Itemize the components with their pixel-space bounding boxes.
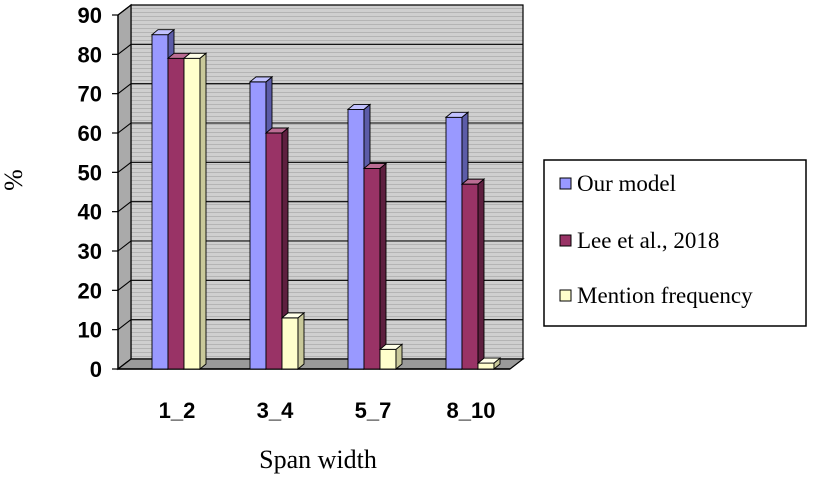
bar-front [265,132,283,370]
gridline [117,4,523,16]
gridline [117,43,523,55]
gridline [117,279,523,291]
bar-side [297,311,305,370]
y-tick-label: 20 [78,278,102,303]
bar [378,343,404,370]
bar-front [167,57,185,370]
y-tick-label: 70 [78,82,102,107]
gridline [117,83,523,95]
legend-label: Our model [577,171,676,196]
bars [150,28,502,370]
bar [362,162,388,370]
bar-front [183,57,201,370]
bar-side [379,162,387,370]
y-tick-label: 0 [90,357,102,382]
x-axis-ticks: 1_2 3_4 5_7 8_10 [159,398,496,423]
bar [182,52,208,370]
gridline [117,240,523,252]
legend-label: Mention frequency [577,283,753,308]
y-tick-label: 60 [78,121,102,146]
gridline [117,161,523,173]
bar-front [379,348,397,370]
bar-front [477,362,495,370]
bar-side [477,178,485,370]
bar-front [151,34,169,370]
legend-box [543,159,807,327]
gridline [117,201,523,213]
y-tick-label: 30 [78,239,102,264]
bar [280,311,306,370]
y-tick-label: 90 [78,3,102,28]
legend-swatch [559,289,572,302]
bar-top [280,312,306,319]
bar-front [461,183,479,370]
bar-top [476,357,502,364]
bar [476,357,502,370]
bar-top [248,76,274,83]
x-tick-label: 8_10 [447,398,496,423]
bar-top [444,111,470,118]
bar-top [460,178,486,185]
legend-label: Lee et al., 2018 [577,228,719,253]
legend-swatch [559,234,572,247]
bar-front [363,167,381,370]
side-wall [117,3,132,371]
bar-side [199,52,207,370]
gridline [117,319,523,331]
x-tick-label: 1_2 [159,398,196,423]
bar-top [182,52,208,59]
bar-top [378,343,404,350]
bar-top [150,29,176,36]
x-axis-title: Span width [259,445,377,474]
legend: Our model Lee et al., 2018 Mention frequen… [543,159,807,327]
y-tick-label: 10 [78,318,102,343]
bar-front [249,81,267,370]
y-axis-title: % [0,169,28,191]
y-axis-ticks: 0 10 20 30 40 50 60 70 80 90 [78,3,510,382]
bar-front [281,317,299,370]
bar-front [347,108,365,370]
y-tick-label: 80 [78,42,102,67]
legend-swatch [559,177,572,190]
y-tick-label: 50 [78,160,102,185]
x-tick-label: 5_7 [355,398,392,423]
gridline [117,122,523,134]
bar [460,178,486,370]
x-tick-label: 3_4 [257,398,294,423]
y-tick-label: 40 [78,200,102,225]
bar-front [445,116,463,370]
bar-top [346,103,372,110]
bar-top [264,127,290,134]
bar-top [362,162,388,169]
